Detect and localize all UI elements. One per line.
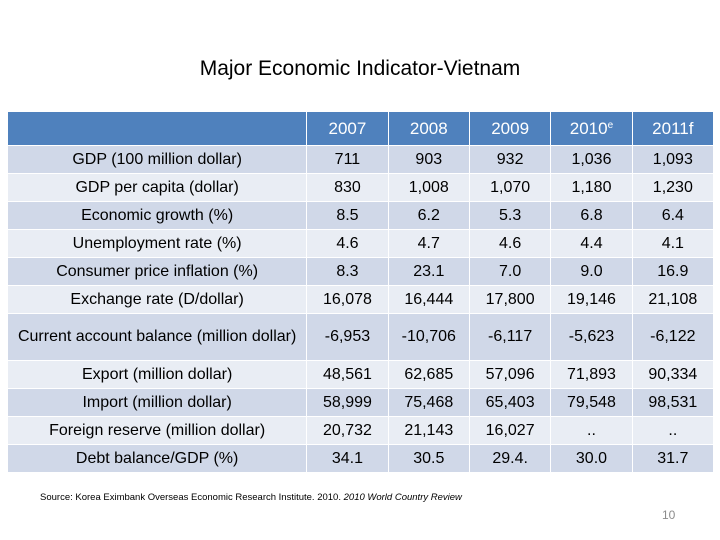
table-cell: 16,027 (468, 416, 552, 445)
table-cell: 8.3 (306, 257, 389, 286)
table-cell: 4.1 (631, 229, 715, 258)
row-label: Unemployment rate (%) (6, 229, 308, 258)
row-label: Foreign reserve (million dollar) (6, 416, 308, 445)
indicator-table: 2007 2008 2009 2010e 2011f GDP (100 mill… (6, 111, 715, 473)
table-cell: 16,444 (387, 285, 470, 314)
table-cell: 19,146 (550, 285, 633, 314)
row-label: Consumer price inflation (%) (6, 257, 308, 286)
table-cell: .. (550, 416, 633, 445)
table-cell: 903 (387, 145, 470, 174)
source-note: Source: Korea Eximbank Overseas Economic… (40, 492, 462, 503)
header-year-2008: 2008 (387, 111, 470, 146)
table-cell: 79,548 (550, 388, 633, 417)
row-label: Current account balance (million dollar) (6, 313, 308, 361)
table-row: GDP per capita (dollar) 830 1,008 1,070 1,18… (6, 173, 715, 202)
table-cell: .. (631, 416, 715, 445)
header-year-2011: 2011f (631, 111, 715, 146)
table-cell: 4.4 (550, 229, 633, 258)
header-year-2010: 2010e (550, 111, 633, 146)
table-row: Consumer price inflation (%) 8.3 23.1 7.0 9.… (6, 257, 715, 286)
table-cell: 23.1 (387, 257, 470, 286)
row-label: Export (million dollar) (6, 360, 308, 389)
table-cell: 9.0 (550, 257, 633, 286)
table-row: Current account balance (million dollar)… (6, 313, 715, 361)
table-cell: 4.7 (387, 229, 470, 258)
table-row: Foreign reserve (million dollar) 20,732 21… (6, 416, 715, 445)
table-cell: 1,180 (550, 173, 633, 202)
table-cell: 21,143 (387, 416, 470, 445)
table-row: Unemployment rate (%) 4.6 4.7 4.6 4.4 4.1 (6, 229, 715, 258)
table-cell: 711 (306, 145, 389, 174)
table-cell: 932 (468, 145, 552, 174)
table-cell: 1,070 (468, 173, 552, 202)
header-year-2007: 2007 (306, 111, 389, 146)
table-cell: 830 (306, 173, 389, 202)
table-cell: 30.5 (387, 444, 470, 473)
table-cell: -5,623 (550, 313, 633, 361)
header-corner-cell (6, 111, 308, 146)
table-row: Economic growth (%) 8.5 6.2 5.3 6.8 6.4 (6, 201, 715, 230)
table-row: Import (million dollar) 58,999 75,468 65,40… (6, 388, 715, 417)
page-title: Major Economic Indicator-Vietnam (199, 57, 521, 80)
table-row: Debt balance/GDP (%) 34.1 30.5 29.4. 30.0 31.… (6, 444, 715, 473)
page-number: 10 (662, 508, 676, 522)
table-cell: 1,036 (550, 145, 633, 174)
table-cell: 6.8 (550, 201, 633, 230)
row-label: GDP (100 million dollar) (6, 145, 308, 174)
table-cell: 29.4. (468, 444, 552, 473)
table-cell: 34.1 (306, 444, 389, 473)
table-cell: 8.5 (306, 201, 389, 230)
table-cell: 31.7 (631, 444, 715, 473)
table-cell: -6,122 (631, 313, 715, 361)
table-cell: 4.6 (468, 229, 552, 258)
table-cell: 1,093 (631, 145, 715, 174)
table-cell: 16.9 (631, 257, 715, 286)
row-label: Exchange rate (D/dollar) (6, 285, 308, 314)
table-cell: 90,334 (631, 360, 715, 389)
table-cell: 6.4 (631, 201, 715, 230)
table-cell: 5.3 (468, 201, 552, 230)
table-cell: -10,706 (387, 313, 470, 361)
table-row: Export (million dollar) 48,561 62,685 57,09… (6, 360, 715, 389)
table-row: Exchange rate (D/dollar) 16,078 16,444 17,8… (6, 285, 715, 314)
table-cell: 71,893 (550, 360, 633, 389)
table-cell: 4.6 (306, 229, 389, 258)
row-label: Debt balance/GDP (%) (6, 444, 308, 473)
table-cell: 75,468 (387, 388, 470, 417)
table-cell: 48,561 (306, 360, 389, 389)
table-cell: 16,078 (306, 285, 389, 314)
row-label: Import (million dollar) (6, 388, 308, 417)
table-cell: -6,953 (306, 313, 389, 361)
table-cell: 98,531 (631, 388, 715, 417)
table-cell: 1,230 (631, 173, 715, 202)
header-row: 2007 2008 2009 2010e 2011f (6, 111, 715, 146)
table-row: GDP (100 million dollar) 711 903 932 1,036 1,… (6, 145, 715, 174)
table-cell: 6.2 (387, 201, 470, 230)
table-cell: 17,800 (468, 285, 552, 314)
header-year-2009: 2009 (468, 111, 552, 146)
row-label: GDP per capita (dollar) (6, 173, 308, 202)
table-cell: 58,999 (306, 388, 389, 417)
table-cell: 65,403 (468, 388, 552, 417)
table-cell: -6,117 (468, 313, 552, 361)
table-cell: 62,685 (387, 360, 470, 389)
row-label: Economic growth (%) (6, 201, 308, 230)
table-cell: 57,096 (468, 360, 552, 389)
table-cell: 1,008 (387, 173, 470, 202)
table-cell: 7.0 (468, 257, 552, 286)
table-cell: 30.0 (550, 444, 633, 473)
table-cell: 21,108 (631, 285, 715, 314)
table-cell: 20,732 (306, 416, 389, 445)
